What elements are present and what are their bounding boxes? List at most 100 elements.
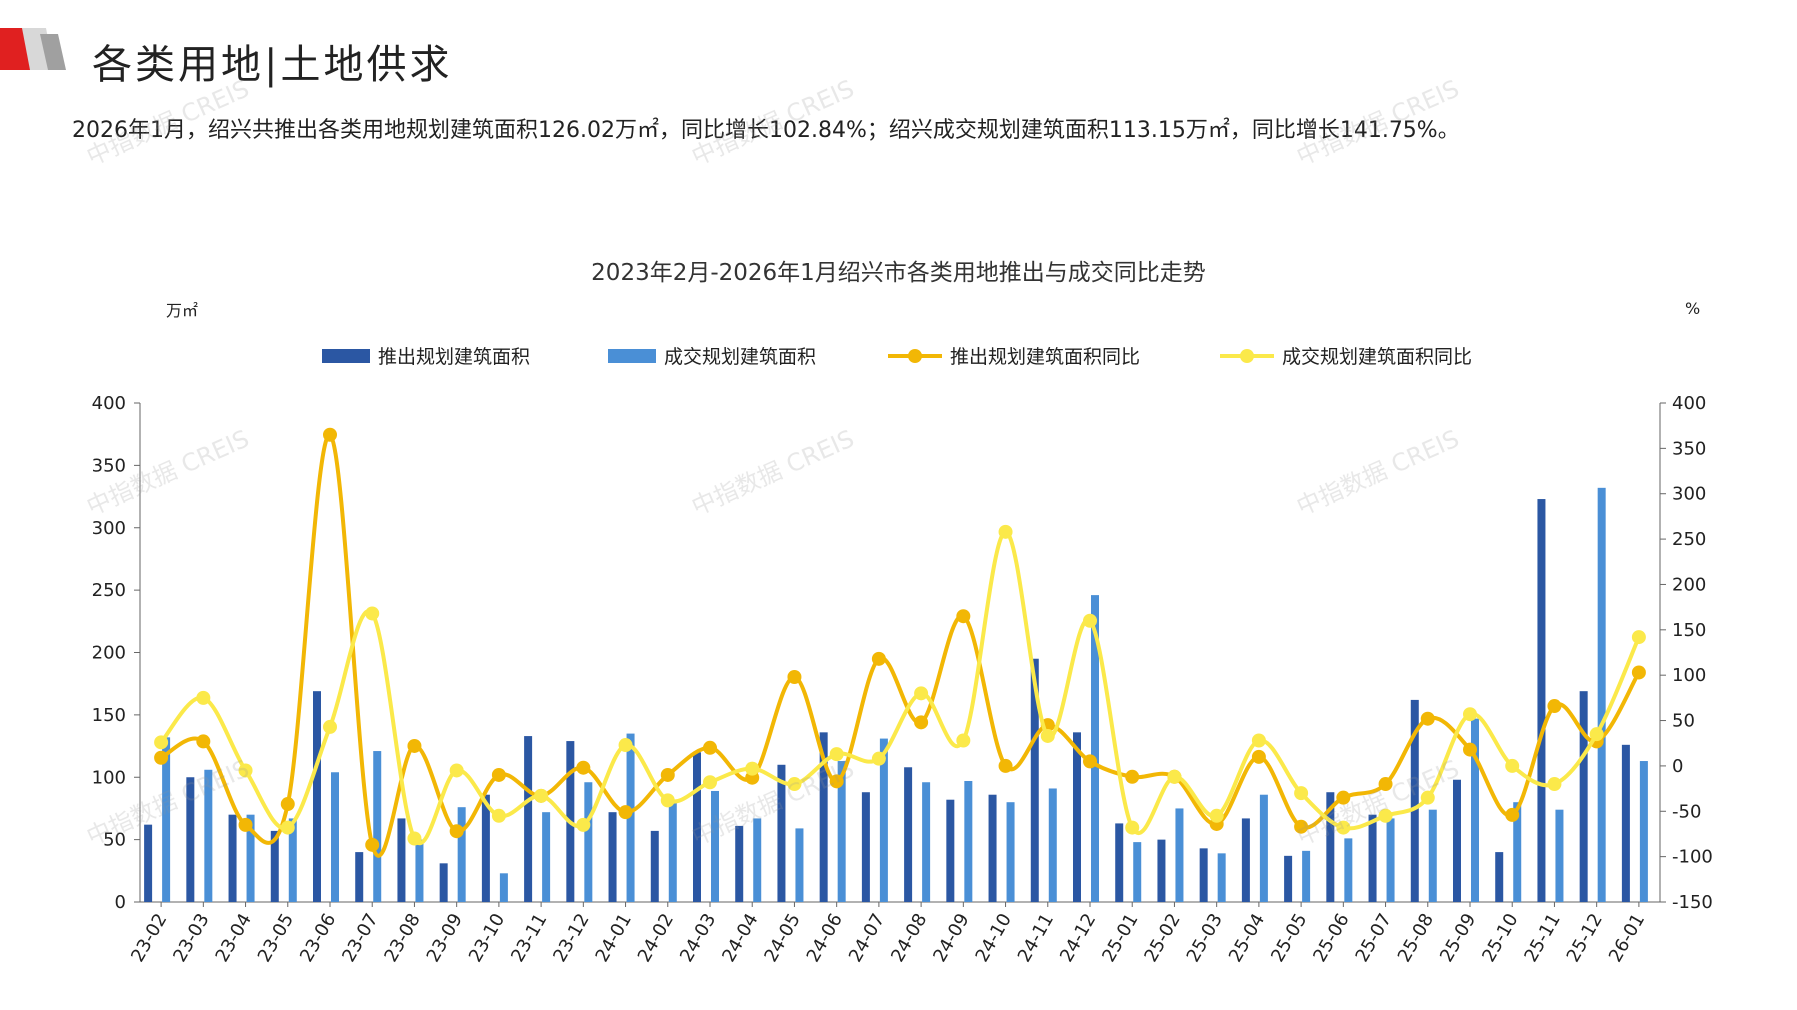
deal-yoy-point: [1209, 808, 1224, 823]
x-tick-label: 23-10: [465, 910, 509, 966]
x-tick-label: 25-08: [1394, 910, 1438, 966]
deal-bar: [1048, 788, 1057, 902]
supply-yoy-point: [196, 734, 211, 749]
deal-yoy-point: [618, 738, 633, 753]
x-tick-label: 23-08: [380, 910, 424, 966]
supply-yoy-point: [1420, 711, 1435, 726]
right-y-tick-label: 50: [1672, 711, 1695, 732]
deal-yoy-point: [1251, 733, 1266, 748]
left-y-tick-label: 150: [92, 705, 126, 726]
deal-bar: [795, 828, 804, 902]
left-y-tick-label: 0: [115, 892, 126, 913]
supply-yoy-point: [1294, 819, 1309, 834]
right-axis-unit: %: [1685, 299, 1701, 318]
supply-bar: [144, 824, 153, 902]
deal-yoy-point: [1083, 613, 1097, 628]
deal-bar: [288, 818, 297, 902]
deal-bar: [162, 737, 171, 902]
x-tick-label: 24-06: [803, 910, 847, 966]
supply-bar: [1410, 699, 1419, 902]
deal-yoy-point: [1167, 769, 1182, 784]
deal-yoy-point: [534, 788, 549, 803]
supply-yoy-point: [1336, 790, 1351, 805]
deal-yoy-point: [1420, 790, 1435, 805]
x-tick-label: 25-06: [1309, 910, 1353, 966]
deal-bar: [1428, 809, 1437, 902]
deal-yoy-point: [407, 831, 422, 846]
supply-bar: [1537, 499, 1546, 902]
supply-yoy-point: [280, 797, 295, 812]
deal-bar: [584, 782, 593, 902]
legend-label: 成交规划建筑面积同比: [1282, 346, 1472, 368]
legend-swatch: [1240, 349, 1254, 363]
deal-yoy-point: [829, 747, 844, 762]
deal-yoy-point: [449, 763, 464, 778]
left-axis-unit: 万㎡: [166, 301, 199, 320]
x-tick-label: 23-09: [423, 910, 467, 966]
supply-bar: [819, 732, 828, 902]
deal-bar: [1639, 761, 1648, 902]
right-y-tick-label: -100: [1672, 847, 1713, 868]
x-tick-label: 24-08: [887, 910, 931, 966]
x-tick-label: 24-05: [760, 910, 804, 966]
brand-logo-icon: [0, 28, 66, 70]
deal-yoy-point: [1294, 786, 1309, 801]
supply-yoy-point: [660, 767, 675, 782]
deal-yoy-point: [1547, 777, 1562, 792]
deal-yoy-point: [745, 761, 760, 776]
deal-bar: [1217, 853, 1226, 902]
deal-yoy-point: [280, 820, 295, 835]
legend-swatch: [322, 349, 370, 363]
supply-yoy-point: [1083, 754, 1097, 769]
right-y-tick-label: 150: [1672, 620, 1706, 641]
supply-bar: [355, 852, 364, 902]
deal-yoy-point: [1505, 758, 1520, 773]
deal-yoy-point: [660, 793, 675, 808]
right-y-tick-label: 200: [1672, 574, 1706, 595]
supply-yoy-point: [365, 837, 380, 852]
x-tick-label: 24-01: [592, 910, 636, 966]
right-y-tick-label: 250: [1672, 529, 1706, 550]
deal-bar: [1513, 802, 1522, 902]
x-tick-label: 24-02: [634, 910, 678, 966]
supply-bar: [1115, 823, 1124, 902]
supply-yoy-point: [618, 805, 633, 820]
deal-bar: [457, 807, 466, 902]
x-tick-label: 24-11: [1014, 910, 1058, 966]
supply-bar: [904, 767, 913, 902]
left-y-tick-label: 200: [92, 643, 126, 664]
supply-bar: [988, 794, 997, 902]
deal-yoy-point: [323, 719, 337, 734]
supply-yoy-point: [1125, 769, 1140, 784]
page-title: 各类用地|土地供求: [92, 42, 453, 88]
supply-bar: [1621, 744, 1630, 902]
legend-label: 推出规划建筑面积同比: [950, 346, 1140, 368]
chart-title: 2023年2月-2026年1月绍兴市各类用地推出与成交同比走势: [591, 260, 1206, 286]
x-tick-label: 25-05: [1267, 910, 1311, 966]
deal-yoy-point: [787, 777, 802, 792]
right-y-tick-label: -150: [1672, 892, 1713, 913]
deal-bar: [331, 772, 339, 902]
deal-yoy-point: [491, 808, 506, 823]
x-tick-label: 24-12: [1056, 910, 1100, 966]
supply-yoy-point: [829, 774, 844, 789]
deal-yoy-point: [238, 763, 253, 778]
legend-label: 推出规划建筑面积: [378, 346, 530, 368]
supply-yoy-point: [449, 824, 464, 839]
supply-yoy-point: [1631, 665, 1646, 680]
supply-bar: [1284, 855, 1293, 902]
x-tick-label: 24-03: [676, 910, 720, 966]
supply-bar: [439, 863, 448, 902]
deal-yoy-point: [1589, 727, 1604, 742]
supply-bar: [861, 792, 870, 902]
right-y-tick-label: 300: [1672, 484, 1706, 505]
deal-bar: [1175, 808, 1184, 902]
supply-bar: [524, 736, 533, 902]
x-tick-label: 25-09: [1436, 910, 1480, 966]
deal-bar: [1555, 809, 1564, 902]
supply-yoy-point: [871, 651, 886, 666]
x-tick-label: 25-12: [1563, 910, 1607, 966]
deal-yoy-point: [1336, 820, 1351, 835]
deal-yoy-point: [1040, 728, 1055, 743]
